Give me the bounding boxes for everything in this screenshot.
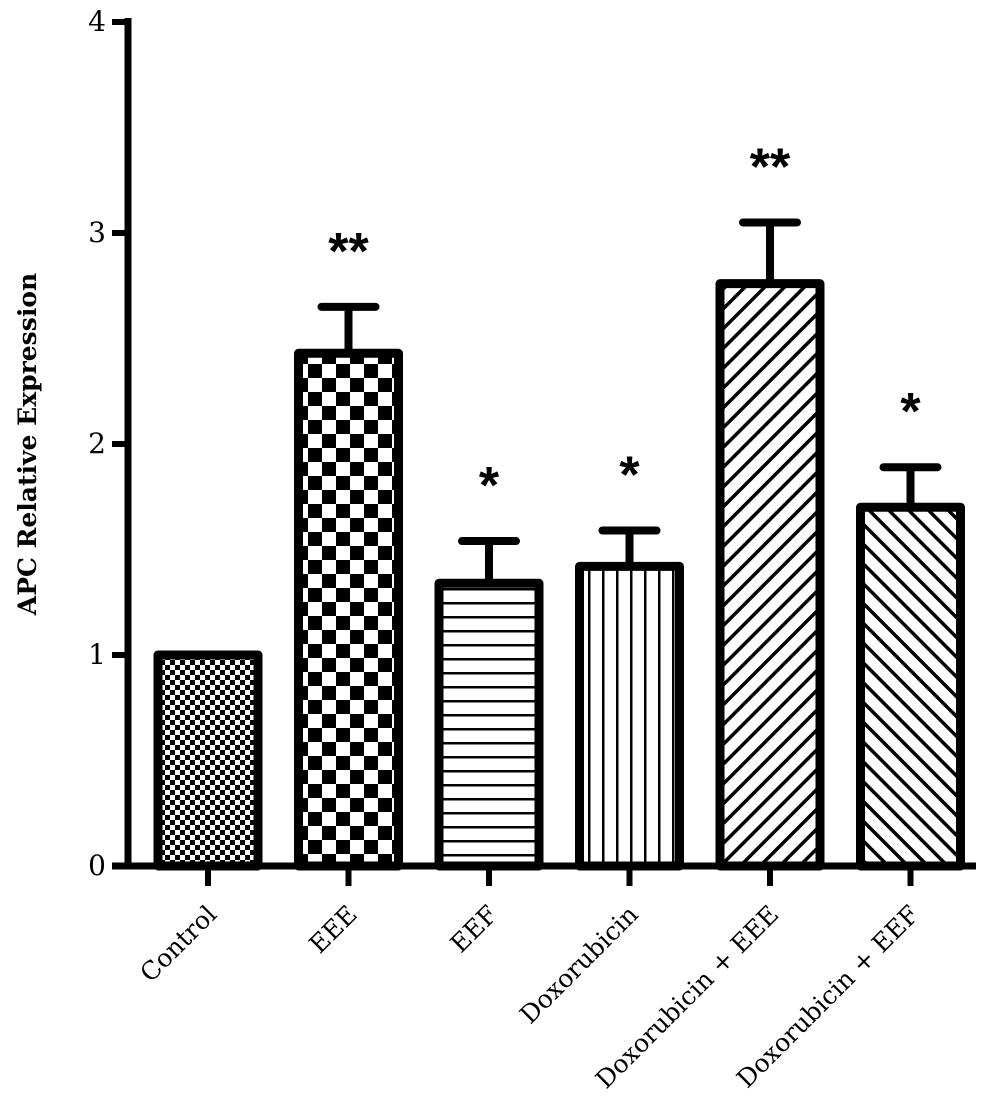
significance-label-3: * <box>619 447 640 505</box>
significance-label-4: ** <box>750 138 791 196</box>
y-tick-label-3: 3 <box>88 216 106 249</box>
y-tick-label-4: 4 <box>88 5 106 38</box>
category-label-1: EEE <box>304 900 363 959</box>
significance-label-5: * <box>900 383 921 441</box>
y-tick-label-2: 2 <box>88 427 106 460</box>
significance-label-2: * <box>479 457 500 515</box>
bar-1 <box>294 348 403 871</box>
category-label-0: Control <box>134 900 222 988</box>
significance-label-1: ** <box>328 223 369 281</box>
y-tick-label-1: 1 <box>88 638 106 671</box>
y-tick-label-0: 0 <box>88 849 106 882</box>
bar-4 <box>715 279 825 871</box>
category-label-3: Doxorubicin <box>514 900 644 1030</box>
bar-3 <box>575 561 684 871</box>
bar-2 <box>434 578 544 871</box>
category-label-2: EEF <box>445 900 504 959</box>
bar-0 <box>153 650 263 871</box>
y-axis-title: APC Relative Expression <box>13 273 42 616</box>
bar-5 <box>856 502 965 871</box>
